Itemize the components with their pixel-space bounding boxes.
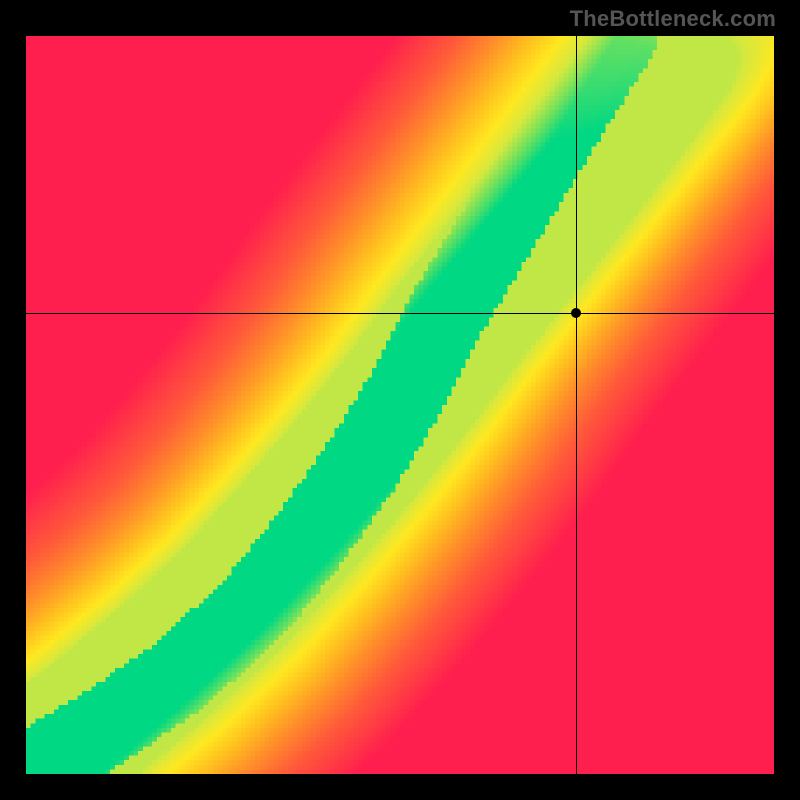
bottleneck-heatmap [26, 36, 774, 774]
selection-marker [571, 308, 581, 318]
crosshair-horizontal [26, 313, 774, 314]
figure-container: TheBottleneck.com [0, 0, 800, 800]
crosshair-vertical [576, 36, 577, 774]
plot-frame [26, 36, 774, 774]
watermark-text: TheBottleneck.com [570, 6, 776, 32]
